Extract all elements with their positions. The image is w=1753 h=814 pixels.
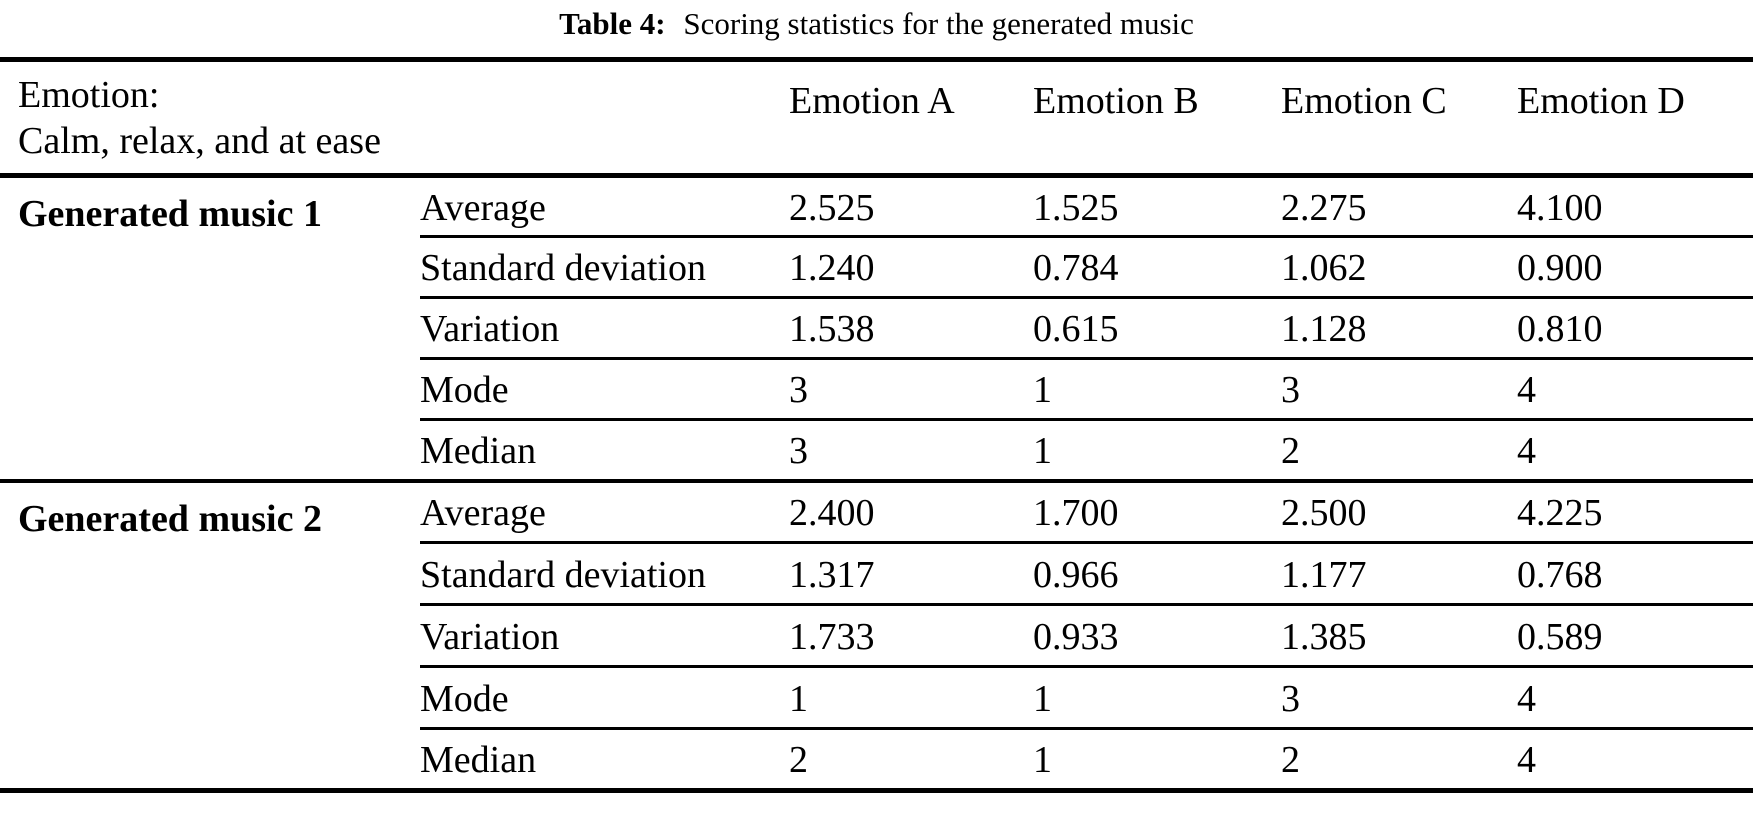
emotion-header-cell: Emotion: Calm, relax, and at ease bbox=[0, 60, 789, 176]
table-row: Variation 1.733 0.933 1.385 0.589 bbox=[0, 604, 1753, 668]
value-cell: 2.400 bbox=[789, 480, 1034, 544]
value-cell: 1.240 bbox=[789, 236, 1034, 299]
value-cell: 0.784 bbox=[1033, 236, 1282, 299]
value-cell: 4.225 bbox=[1517, 480, 1753, 544]
column-header-emotion-c: Emotion C bbox=[1281, 80, 1447, 122]
value-cell: 1 bbox=[1033, 739, 1053, 781]
value-cell: 0.966 bbox=[1033, 542, 1282, 606]
stat-label-cell: Median bbox=[420, 739, 537, 781]
group-label-cell: Generated music 2 bbox=[18, 497, 322, 540]
stat-label-cell: Variation bbox=[420, 604, 790, 668]
value-cell: 1.128 bbox=[1281, 297, 1518, 360]
value-cell: 0.810 bbox=[1517, 297, 1753, 360]
value-cell: 2 bbox=[789, 739, 809, 781]
value-cell: 4 bbox=[1517, 429, 1537, 472]
value-cell: 2.500 bbox=[1281, 480, 1518, 544]
stat-label-cell: Variation bbox=[420, 297, 790, 360]
value-cell: 1.525 bbox=[1033, 175, 1282, 238]
value-cell: 1 bbox=[1033, 358, 1282, 421]
emotion-label: Emotion: bbox=[18, 73, 160, 116]
value-cell: 0.768 bbox=[1517, 542, 1753, 606]
value-cell: 2 bbox=[1281, 739, 1301, 781]
table-caption: Table 4: Scoring statistics for the gene… bbox=[0, 0, 1753, 57]
header-row: Emotion: Calm, relax, and at ease Emotio… bbox=[0, 60, 1753, 176]
emotion-description: Calm, relax, and at ease bbox=[18, 119, 381, 162]
table-header: Emotion: Calm, relax, and at ease Emotio… bbox=[0, 60, 1753, 176]
table-row: Variation 1.538 0.615 1.128 0.810 bbox=[0, 297, 1753, 360]
stat-label-cell: Standard deviation bbox=[420, 236, 790, 299]
value-cell: 2.525 bbox=[789, 175, 1034, 238]
value-cell: 2.275 bbox=[1281, 175, 1518, 238]
value-cell: 4 bbox=[1517, 739, 1537, 781]
table-row: Mode 1 1 3 4 bbox=[0, 666, 1753, 730]
value-cell: 3 bbox=[1281, 358, 1518, 421]
value-cell: 3 bbox=[789, 358, 1034, 421]
value-cell: 4 bbox=[1517, 666, 1753, 730]
stat-label-cell: Average bbox=[420, 175, 790, 238]
value-cell: 0.900 bbox=[1517, 236, 1753, 299]
value-cell: 1 bbox=[1033, 666, 1282, 730]
column-header-emotion-a: Emotion A bbox=[789, 80, 955, 122]
stat-label-cell: Mode bbox=[420, 358, 790, 421]
value-cell: 3 bbox=[789, 429, 809, 472]
table-row: Standard deviation 1.240 0.784 1.062 0.9… bbox=[0, 236, 1753, 299]
value-cell: 1.385 bbox=[1281, 604, 1518, 668]
value-cell: 0.615 bbox=[1033, 297, 1282, 360]
value-cell: 1 bbox=[1033, 429, 1053, 472]
table-row: Median 3 1 2 4 bbox=[0, 420, 1753, 481]
table-row: Mode 3 1 3 4 bbox=[0, 358, 1753, 421]
value-cell: 1.538 bbox=[789, 297, 1034, 360]
column-header-emotion-b: Emotion B bbox=[1033, 80, 1199, 122]
scoring-statistics-table: Emotion: Calm, relax, and at ease Emotio… bbox=[0, 57, 1753, 793]
stat-label-cell: Average bbox=[420, 480, 790, 544]
table-caption-text: Scoring statistics for the generated mus… bbox=[683, 6, 1194, 41]
table-row: Generated music 2 Average 2.400 1.700 2.… bbox=[0, 480, 1753, 544]
value-cell: 1 bbox=[789, 666, 1034, 730]
group-generated-music-2: Generated music 2 Average 2.400 1.700 2.… bbox=[0, 480, 1753, 791]
stat-label-cell: Standard deviation bbox=[420, 542, 790, 606]
group-generated-music-1: Generated music 1 Average 2.525 1.525 2.… bbox=[0, 175, 1753, 481]
value-cell: 1.177 bbox=[1281, 542, 1518, 606]
table-row: Generated music 1 Average 2.525 1.525 2.… bbox=[0, 175, 1753, 238]
table-row: Median 2 1 2 4 bbox=[0, 729, 1753, 791]
value-cell: 1.062 bbox=[1281, 236, 1518, 299]
group-label-cell: Generated music 1 bbox=[18, 193, 322, 235]
column-header-emotion-d: Emotion D bbox=[1517, 80, 1685, 122]
value-cell: 1.317 bbox=[789, 542, 1034, 606]
value-cell: 1.700 bbox=[1033, 480, 1282, 544]
value-cell: 1.733 bbox=[789, 604, 1034, 668]
value-cell: 4.100 bbox=[1517, 175, 1753, 238]
value-cell: 4 bbox=[1517, 358, 1753, 421]
table-row: Standard deviation 1.317 0.966 1.177 0.7… bbox=[0, 542, 1753, 606]
table-caption-label: Table 4: bbox=[559, 6, 666, 41]
stat-label-cell: Median bbox=[420, 429, 537, 472]
stat-label-cell: Mode bbox=[420, 666, 790, 730]
value-cell: 3 bbox=[1281, 666, 1518, 730]
value-cell: 0.933 bbox=[1033, 604, 1282, 668]
value-cell: 2 bbox=[1281, 429, 1301, 472]
value-cell: 0.589 bbox=[1517, 604, 1753, 668]
